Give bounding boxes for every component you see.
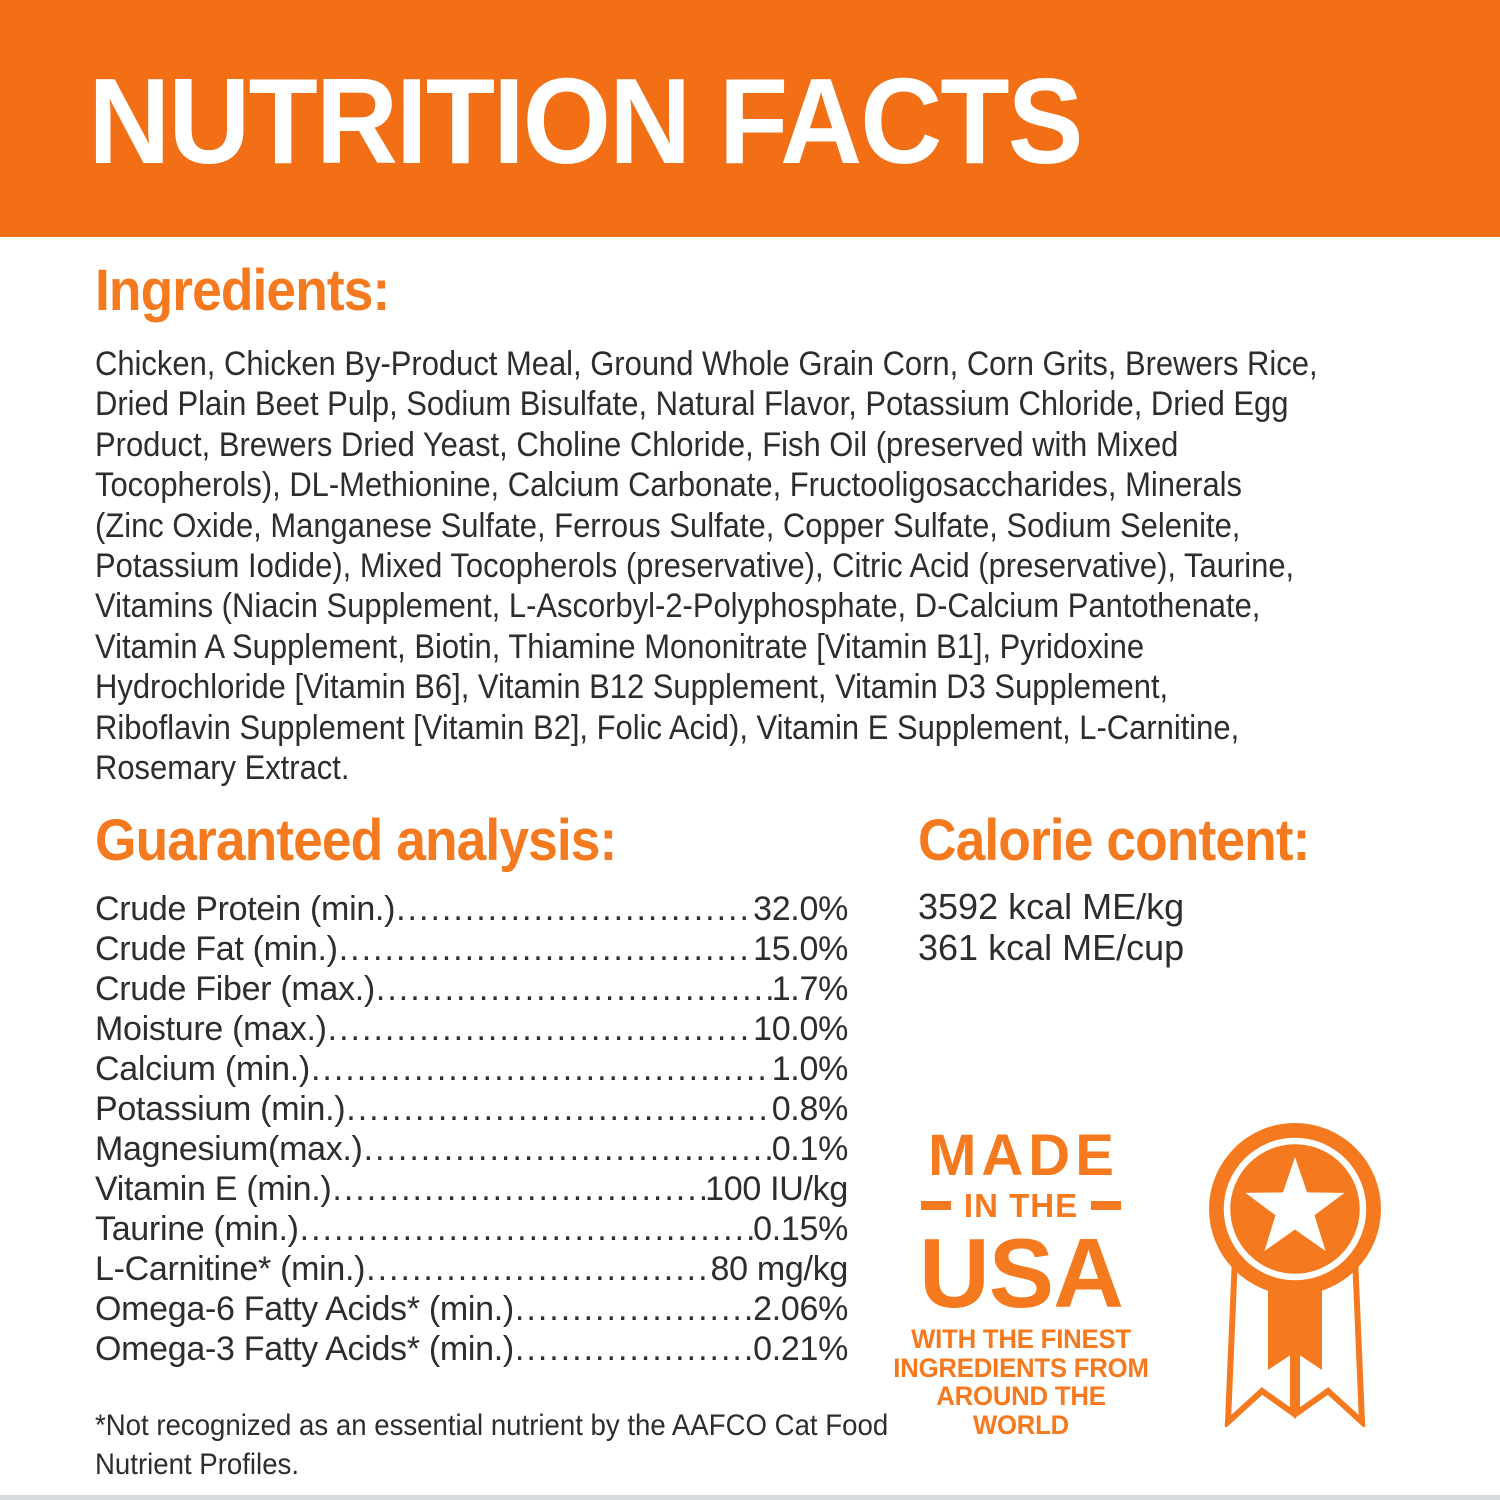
analysis-row: Omega-6 Fatty Acids* (min.) 2.06%	[95, 1290, 848, 1330]
analysis-label: L-Carnitine* (min.)	[95, 1250, 366, 1288]
analysis-label: Potassium (min.)	[95, 1090, 346, 1128]
analysis-label: Omega-3 Fatty Acids* (min.)	[95, 1330, 514, 1368]
dotted-leader	[365, 1250, 710, 1289]
guaranteed-analysis-heading: Guaranteed analysis:	[95, 808, 617, 873]
analysis-value: 10.0%	[753, 1010, 848, 1048]
made-in-usa-word-usa: USA	[919, 1218, 1124, 1328]
page-title: NUTRITION FACTS	[88, 52, 1083, 189]
star-icon	[1245, 1157, 1345, 1252]
dotted-leader	[395, 890, 753, 929]
analysis-value: 100 IU/kg	[705, 1170, 848, 1208]
made-in-usa-badge: MADE IN THE USA WITH THE FINEST INGREDIE…	[885, 1123, 1157, 1440]
analysis-row: Vitamin E (min.) 100 IU/kg	[95, 1170, 848, 1210]
analysis-value: 0.21%	[753, 1330, 848, 1368]
analysis-row: Magnesium(max.) 0.1%	[95, 1130, 848, 1170]
dotted-leader	[327, 1010, 753, 1049]
award-medal-icon	[1209, 1123, 1381, 1427]
label-bottom-edge	[0, 1495, 1500, 1500]
analysis-label: Vitamin E (min.)	[95, 1170, 332, 1208]
dash-left-icon	[920, 1200, 951, 1210]
analysis-label: Magnesium(max.)	[95, 1130, 363, 1168]
calorie-content-values: 3592 kcal ME/kg 361 kcal ME/cup	[918, 886, 1185, 968]
analysis-row: Crude Fiber (max.) 1.7%	[95, 970, 848, 1010]
analysis-row: Taurine (min.) 0.15%	[95, 1210, 848, 1250]
analysis-value: 0.15%	[753, 1210, 848, 1248]
analysis-footnote: *Not recognized as an essential nutrient…	[95, 1409, 889, 1481]
dotted-leader	[299, 1210, 753, 1249]
analysis-label: Omega-6 Fatty Acids* (min.)	[95, 1290, 514, 1328]
dotted-leader	[338, 930, 753, 969]
guaranteed-analysis-table: Crude Protein (min.) 32.0% Crude Fat (mi…	[95, 890, 848, 1370]
dotted-leader	[514, 1330, 753, 1369]
banner: NUTRITION FACTS	[0, 0, 1500, 237]
analysis-label: Crude Fat (min.)	[95, 930, 338, 968]
dotted-leader	[514, 1290, 753, 1329]
analysis-label: Crude Protein (min.)	[95, 890, 396, 928]
dotted-leader	[345, 1090, 771, 1129]
analysis-row: Potassium (min.) 0.8%	[95, 1090, 848, 1130]
made-in-usa-word-inthe: IN THE	[885, 1187, 1157, 1223]
analysis-row: Omega-3 Fatty Acids* (min.) 0.21%	[95, 1330, 848, 1370]
made-in-usa-word-made: MADE	[928, 1123, 1119, 1188]
analysis-label: Calcium (min.)	[95, 1050, 310, 1088]
analysis-row: Crude Protein (min.) 32.0%	[95, 890, 848, 930]
analysis-row: Calcium (min.) 1.0%	[95, 1050, 848, 1090]
analysis-row: Crude Fat (min.) 15.0%	[95, 930, 848, 970]
made-in-usa-tagline: WITH THE FINEST INGREDIENTS FROM AROUND …	[893, 1324, 1149, 1440]
calorie-content-heading: Calorie content:	[918, 808, 1310, 873]
made-in-usa-inthe-text: IN THE	[963, 1186, 1079, 1224]
analysis-label: Crude Fiber (max.)	[95, 970, 375, 1008]
dash-right-icon	[1091, 1200, 1122, 1210]
analysis-row: L-Carnitine* (min.) 80 mg/kg	[95, 1250, 848, 1290]
analysis-value: 1.0%	[771, 1050, 849, 1088]
analysis-row: Moisture (max.) 10.0%	[95, 1010, 848, 1050]
analysis-value: 80 mg/kg	[710, 1250, 849, 1288]
ingredients-heading: Ingredients:	[95, 258, 390, 323]
analysis-value: 15.0%	[753, 930, 848, 968]
dotted-leader	[375, 970, 772, 1009]
dotted-leader	[331, 1170, 705, 1209]
dotted-leader	[310, 1050, 772, 1089]
analysis-label: Moisture (max.)	[95, 1010, 327, 1048]
analysis-value: 2.06%	[753, 1290, 848, 1328]
analysis-value: 0.8%	[771, 1090, 849, 1128]
analysis-label: Taurine (min.)	[95, 1210, 299, 1248]
dotted-leader	[363, 1130, 772, 1169]
analysis-value: 1.7%	[771, 970, 849, 1008]
ingredients-text: Chicken, Chicken By-Product Meal, Ground…	[95, 345, 1318, 788]
analysis-value: 0.1%	[771, 1130, 849, 1168]
analysis-value: 32.0%	[753, 890, 848, 928]
